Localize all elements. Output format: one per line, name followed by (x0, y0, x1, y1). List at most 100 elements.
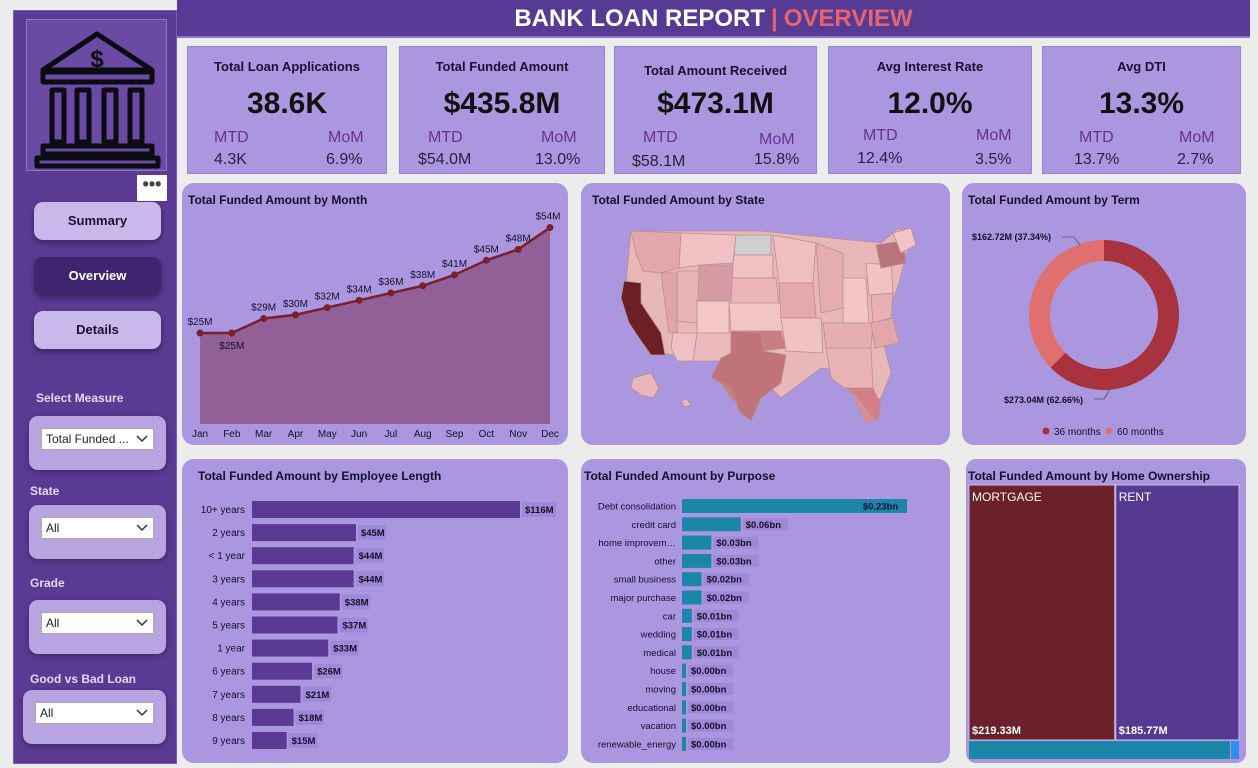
data-point (228, 329, 236, 337)
more-options-button[interactable]: ••• (137, 175, 167, 201)
kpi-mom-label: MoM (328, 129, 364, 146)
bar (682, 718, 686, 733)
kpi-avg-dti: Avg DTI 13.3% MTD MoM 13.7% 2.7% (1042, 46, 1241, 174)
funded-by-purpose-chart: Debt consolidation $0.23bn credit card $0.0… (598, 499, 907, 751)
state-slicer: All (29, 505, 166, 559)
funded-by-purpose-card: Total Funded Amount by Purpose Debt cons… (581, 459, 950, 763)
kpi-value: $435.8M (443, 87, 561, 120)
funded-by-month-chart: $25M Jan $25M Feb $29M Mar $30M Apr $32M May $34M J… (187, 212, 560, 440)
data-label: $0.02bn (707, 575, 743, 586)
kpi-mom-label: MoM (976, 127, 1012, 144)
kpi-mtd-label: MTD (1079, 129, 1114, 146)
kpi-mom-value: 13.0% (535, 151, 581, 168)
sidebar: $ ••• Summary Overview Details Select Me… (13, 10, 177, 764)
data-label: $38M (410, 270, 435, 281)
kpi-mtd-value: 12.4% (857, 150, 903, 167)
data-point (260, 315, 268, 322)
kpi-mtd-label: MTD (863, 127, 898, 144)
kpi-mom-label: MoM (541, 129, 577, 146)
data-label-bg (703, 573, 749, 586)
kpi-mtd-value: $58.1M (632, 153, 686, 170)
category-label: 10+ years (201, 505, 245, 516)
bar (252, 547, 354, 565)
data-label: $36M (378, 277, 403, 288)
title-separator: | (771, 5, 778, 32)
grade-slicer: All (29, 600, 166, 654)
data-label-bg (688, 701, 734, 714)
data-label-bg (302, 686, 331, 702)
data-label-bg (295, 709, 324, 725)
state-value: All (46, 521, 60, 535)
select-measure-dropdown[interactable]: Total Funded ... (41, 428, 154, 450)
category-label: 6 years (212, 667, 245, 678)
kpi-title: Avg DTI (1117, 59, 1166, 74)
kpi-title: Total Funded Amount (435, 59, 569, 74)
kpi-value: 13.3% (1098, 87, 1185, 120)
slice-label: $273.04M (62.66%) (1004, 395, 1083, 405)
data-label: $0.00bn (691, 666, 727, 677)
grade-dropdown[interactable]: All (41, 612, 154, 634)
data-label: $44M (359, 574, 383, 585)
category-label: 3 years (212, 574, 245, 585)
bar (682, 572, 702, 587)
category-label: Debt consolidation (598, 502, 676, 513)
category-label: small business (614, 575, 677, 586)
kpi-mom-value: 6.9% (326, 151, 363, 168)
data-point (546, 224, 554, 232)
data-label-bg (688, 683, 734, 695)
bar (682, 736, 686, 751)
data-label: $0.00bn (691, 739, 727, 750)
data-label: $38M (345, 597, 369, 608)
funded-by-term-donut: $162.72M (37.34%) $273.04M (62.66%) 36 mon… (972, 232, 1179, 438)
nav-overview-button[interactable]: Overview (34, 257, 161, 295)
state-dropdown[interactable]: All (41, 517, 154, 539)
data-label-bg (713, 536, 759, 549)
tile-value: $219.33M (972, 725, 1021, 737)
kpi-value: 38.6K (246, 87, 328, 120)
bar (252, 685, 301, 703)
kpi-value: $473.1M (657, 87, 774, 120)
category-label: car (663, 611, 676, 622)
kpi-mtd-label: MTD (643, 129, 678, 146)
data-label: $21M (306, 690, 330, 701)
category-label: 8 years (212, 713, 245, 724)
tile-value: $185.77M (1119, 725, 1168, 737)
data-label: $0.23bn (863, 502, 899, 513)
category-label: house (650, 666, 676, 677)
grade-value: All (46, 616, 60, 630)
nav-details-button[interactable]: Details (34, 311, 161, 349)
x-tick-label: Jan (192, 429, 208, 440)
kpi-title: Total Loan Applications (214, 59, 360, 74)
us-state-map[interactable] (581, 183, 950, 445)
bar (682, 645, 692, 660)
legend-marker (1042, 427, 1050, 435)
data-label: $0.01bn (697, 648, 733, 659)
treemap-tile-small (1231, 741, 1239, 759)
category-label: 9 years (212, 736, 245, 747)
data-label-bg (703, 591, 749, 604)
data-label: $18M (299, 713, 323, 724)
tile-name: MORTGAGE (972, 490, 1042, 504)
data-point (387, 289, 395, 297)
data-label: $0.03bn (716, 556, 752, 567)
good-vs-bad-loan-dropdown[interactable]: All (35, 702, 154, 724)
kpi-mom-value: 3.5% (975, 151, 1012, 168)
kpi-mtd-value: $54.0M (418, 151, 472, 168)
funded-by-state-card: Total Funded Amount by State (581, 183, 950, 445)
data-label-bg (357, 525, 387, 541)
donut-slice (1029, 240, 1104, 368)
report-title: BANK LOAN REPORT (514, 5, 766, 32)
bank-logo: $ (26, 19, 167, 171)
data-label-bg (693, 628, 739, 641)
x-tick-label: Jul (385, 429, 398, 440)
x-tick-label: Jun (351, 429, 367, 440)
nav-summary-button[interactable]: Summary (34, 202, 161, 240)
grade-label: Grade (30, 576, 65, 590)
data-label: $0.02bn (707, 593, 743, 604)
bar (252, 732, 287, 749)
chart-title: Total Funded Amount by State (592, 193, 765, 207)
state-label: State (30, 484, 60, 498)
data-label: $45M (361, 528, 385, 539)
report-subtitle: OVERVIEW (783, 5, 913, 32)
x-tick-label: Aug (414, 429, 432, 440)
